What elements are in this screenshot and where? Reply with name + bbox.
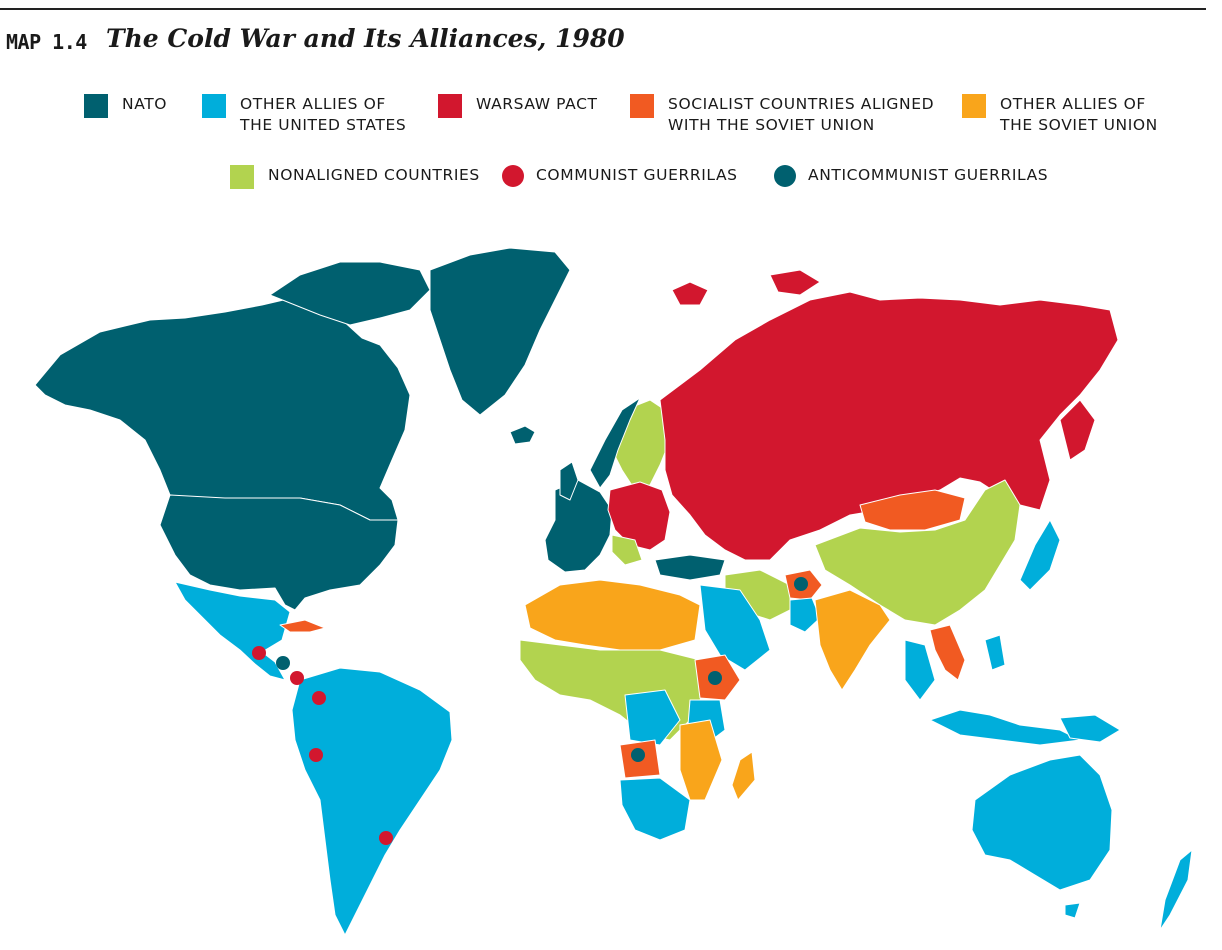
region-western-europe	[544, 479, 613, 573]
region-mozambique-tanzania	[679, 719, 723, 801]
legend-anticommunist-dot	[774, 165, 796, 187]
region-southeast-asia	[904, 639, 936, 701]
region-svalbard	[671, 281, 709, 306]
legend-anticommunist-label: ANTICOMMUNIST GUERRILAS	[808, 166, 1049, 184]
legend-communist-label: COMMUNIST GUERRILAS	[536, 166, 738, 184]
world-map	[34, 247, 1193, 936]
region-south-america	[291, 667, 453, 936]
legend-warsaw-pact-label: WARSAW PACT	[476, 95, 598, 113]
legend-socialist-swatch	[630, 94, 654, 118]
legend-soviet-allies-line2: THE SOVIET UNION	[1000, 116, 1158, 134]
legend-warsaw-pact-swatch	[438, 94, 462, 118]
region-japan	[1019, 519, 1061, 591]
region-zaire	[624, 689, 681, 746]
communist-guerrilla-marker	[312, 691, 326, 705]
region-north-africa	[524, 579, 701, 651]
region-china	[814, 479, 1021, 626]
region-norway	[589, 397, 641, 489]
anticommunist-guerrilla-marker	[631, 748, 645, 762]
region-kamchatka	[1059, 399, 1096, 461]
region-greenland	[429, 247, 571, 416]
legend-communist-dot	[502, 165, 524, 187]
region-usa	[159, 494, 399, 611]
region-australia	[971, 754, 1113, 891]
region-new-guinea	[1059, 714, 1121, 743]
anticommunist-guerrilla-marker	[794, 577, 808, 591]
region-iceland	[509, 425, 536, 445]
legend-nato-swatch	[84, 94, 108, 118]
legend-soviet-allies-line1: OTHER ALLIES OF	[1000, 95, 1146, 113]
communist-guerrilla-marker	[290, 671, 304, 685]
region-turkey	[654, 554, 726, 581]
region-alaska-canada	[34, 297, 411, 521]
region-cuba	[279, 619, 326, 633]
region-tasmania	[1064, 902, 1081, 919]
region-indonesia	[929, 709, 1081, 746]
region-madagascar	[731, 751, 756, 801]
region-india	[814, 589, 891, 691]
map-number: MAP 1.4	[6, 30, 87, 54]
communist-guerrilla-marker	[252, 646, 266, 660]
region-pakistan	[789, 597, 821, 633]
region-yugoslavia	[611, 534, 643, 566]
region-southern-africa	[619, 777, 691, 841]
legend-us-allies-line1: OTHER ALLIES OF	[240, 95, 386, 113]
top-rule	[0, 8, 1206, 10]
legend-nato-label: NATO	[122, 95, 168, 113]
region-central-africa	[519, 639, 706, 741]
legend-nonaligned-label: NONALIGNED COUNTRIES	[268, 166, 480, 184]
legend-us-allies-swatch	[202, 94, 226, 118]
communist-guerrilla-marker	[309, 748, 323, 762]
legend-soviet-allies-swatch	[962, 94, 986, 118]
region-mexico-central-america	[174, 581, 291, 681]
anticommunist-guerrilla-marker	[708, 671, 722, 685]
communist-guerrilla-marker	[379, 831, 393, 845]
legend-socialist-line2: WITH THE SOVIET UNION	[668, 116, 875, 134]
region-uk	[559, 461, 579, 501]
region-vietnam	[929, 624, 966, 681]
map-title: The Cold War and Its Alliances, 1980	[106, 24, 625, 53]
legend-nonaligned-swatch	[230, 165, 254, 189]
anticommunist-guerrilla-marker	[276, 656, 290, 670]
legend-socialist-line1: SOCIALIST COUNTRIES ALIGNED	[668, 95, 935, 113]
region-mongolia	[859, 489, 966, 531]
region-new-zealand	[1159, 849, 1193, 931]
region-eastern-europe	[607, 481, 671, 551]
region-arctic-islands	[769, 269, 821, 296]
legend-us-allies-line2: THE UNITED STATES	[240, 116, 407, 134]
region-arabia	[699, 584, 771, 671]
region-philippines	[984, 634, 1006, 671]
region-canadian-arctic	[269, 261, 431, 326]
